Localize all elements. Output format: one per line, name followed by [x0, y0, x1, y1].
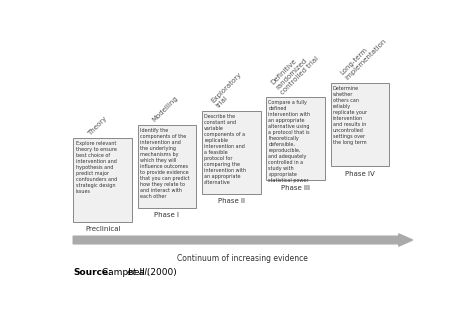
Text: Exploratory
trial: Exploratory trial — [210, 71, 248, 109]
Text: Modelling: Modelling — [151, 95, 179, 123]
Text: Identify the
components of the
intervention and
the underlying
mechanisms by
whi: Identify the components of the intervent… — [140, 128, 190, 199]
Text: Source:: Source: — [73, 268, 112, 277]
Text: Theory: Theory — [87, 115, 108, 137]
Text: Phase III: Phase III — [281, 185, 310, 190]
Text: Phase I: Phase I — [155, 212, 180, 218]
Bar — [202, 111, 261, 194]
Text: Describe the
constant and
variable
components of a
replicable
intervention and
a: Describe the constant and variable compo… — [204, 114, 246, 185]
Text: Campbell: Campbell — [99, 268, 147, 277]
Text: Phase II: Phase II — [218, 198, 245, 204]
Text: (2000): (2000) — [145, 268, 177, 277]
Bar — [137, 124, 196, 208]
Text: Determine
whether
others can
reliably
replicate your
intervention
and results in: Determine whether others can reliably re… — [333, 86, 367, 145]
Text: et al.: et al. — [128, 268, 150, 277]
Text: Continuum of increasing evidence: Continuum of increasing evidence — [177, 254, 309, 263]
Bar — [73, 138, 132, 221]
Text: Phase IV: Phase IV — [345, 171, 375, 177]
Text: Long-term
implementation: Long-term implementation — [339, 33, 387, 81]
Bar — [330, 83, 390, 166]
Text: Preclinical: Preclinical — [85, 226, 120, 232]
Text: Definitive
randomized
controlled trial: Definitive randomized controlled trial — [270, 45, 320, 95]
Bar — [266, 97, 325, 180]
Text: Explore relevant
theory to ensure
best choice of
intervention and
hypothesis and: Explore relevant theory to ensure best c… — [75, 141, 117, 195]
FancyArrow shape — [73, 234, 413, 246]
Text: Compare a fully
defined
intervention with
an appropriate
alternative using
a pro: Compare a fully defined intervention wit… — [268, 100, 310, 183]
